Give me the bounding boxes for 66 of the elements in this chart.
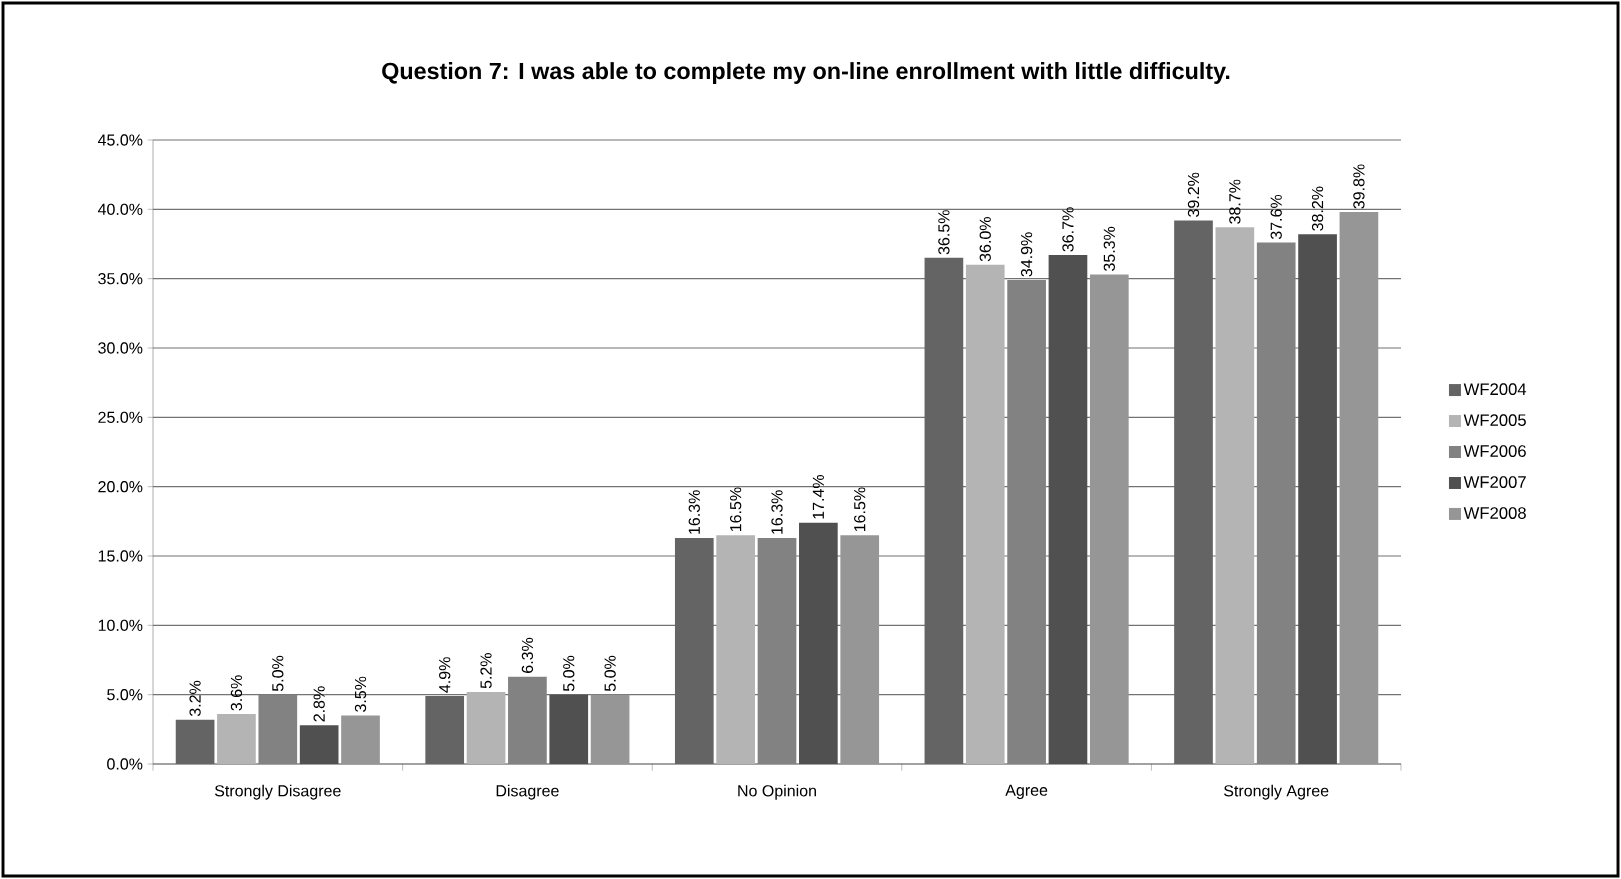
bar <box>1048 255 1088 764</box>
data-label: 2.8% <box>313 686 325 722</box>
data-label: 16.5% <box>854 487 866 532</box>
y-tick-label: 0.0% <box>107 758 143 770</box>
bar <box>341 715 380 764</box>
y-tick-label: 5.0% <box>107 689 143 701</box>
bar <box>217 714 256 764</box>
bar <box>1298 234 1337 764</box>
data-label: 16.5% <box>729 487 742 532</box>
x-tick-label: Agree <box>1005 784 1048 800</box>
y-tick-label: 30.0% <box>98 342 143 354</box>
data-label: 34.9% <box>1020 232 1033 277</box>
data-label: 5.0% <box>604 655 616 692</box>
y-tick-label: 35.0% <box>98 273 143 285</box>
bar <box>799 522 838 764</box>
data-label: 6.3% <box>521 637 534 673</box>
bar <box>466 691 506 764</box>
y-tick-label: 25.0% <box>98 411 143 423</box>
bar <box>590 694 630 764</box>
y-tick-label: 40.0% <box>97 203 143 215</box>
legend-label: WF2006 <box>1463 445 1526 457</box>
bar <box>840 535 880 764</box>
data-label: 38.7% <box>1229 179 1241 224</box>
data-label: 3.6% <box>230 675 243 711</box>
bar <box>299 725 339 764</box>
legend-label: WF2008 <box>1463 507 1526 519</box>
data-label: 36.7% <box>1062 207 1074 252</box>
bar <box>1089 274 1129 764</box>
y-tick-label: 15.0% <box>98 550 143 562</box>
y-tick-label: 20.0% <box>98 481 143 493</box>
x-tick-label: Disagree <box>496 784 559 800</box>
x-tick-label: No Opinion <box>738 784 816 800</box>
data-label: 4.9% <box>439 657 451 693</box>
legend-label: WF2005 <box>1463 414 1526 427</box>
data-label: 5.2% <box>480 653 492 689</box>
data-label: 39.2% <box>1187 172 1200 217</box>
data-label: 16.3% <box>771 490 783 534</box>
bar <box>1215 227 1255 764</box>
x-tick-label: Strongly Agree <box>1224 784 1329 800</box>
data-label: 3.2% <box>189 680 201 717</box>
data-label: 38.2% <box>1311 186 1324 231</box>
bar <box>757 537 797 764</box>
data-label: 5.0% <box>272 655 284 692</box>
data-label: 39.8% <box>1353 164 1365 209</box>
legend-label: WF2004 <box>1463 383 1527 396</box>
bar <box>1339 212 1379 764</box>
bar <box>965 264 1005 764</box>
data-label: 37.6% <box>1270 194 1282 240</box>
data-label: 36.5% <box>938 210 950 255</box>
chart-title: Question 7: I was able to complete my on-line enrollment with little difficulty. <box>382 62 1230 84</box>
legend-label: WF2007 <box>1463 476 1526 488</box>
data-label: 35.3% <box>1103 226 1115 271</box>
y-tick-label: 10.0% <box>98 619 143 631</box>
x-tick-label: Strongly Disagree <box>214 784 341 800</box>
data-label: 36.0% <box>979 217 991 262</box>
bar <box>1256 242 1296 764</box>
data-label: 5.0% <box>563 655 575 692</box>
bar <box>716 535 755 764</box>
bar <box>258 694 298 764</box>
bar <box>1007 280 1046 764</box>
data-label: 17.4% <box>812 474 824 519</box>
y-tick-label: 45.0% <box>97 134 143 146</box>
data-label: 3.5% <box>354 676 367 712</box>
bar <box>549 694 589 764</box>
data-label: 16.3% <box>688 490 700 534</box>
bar <box>508 676 547 764</box>
